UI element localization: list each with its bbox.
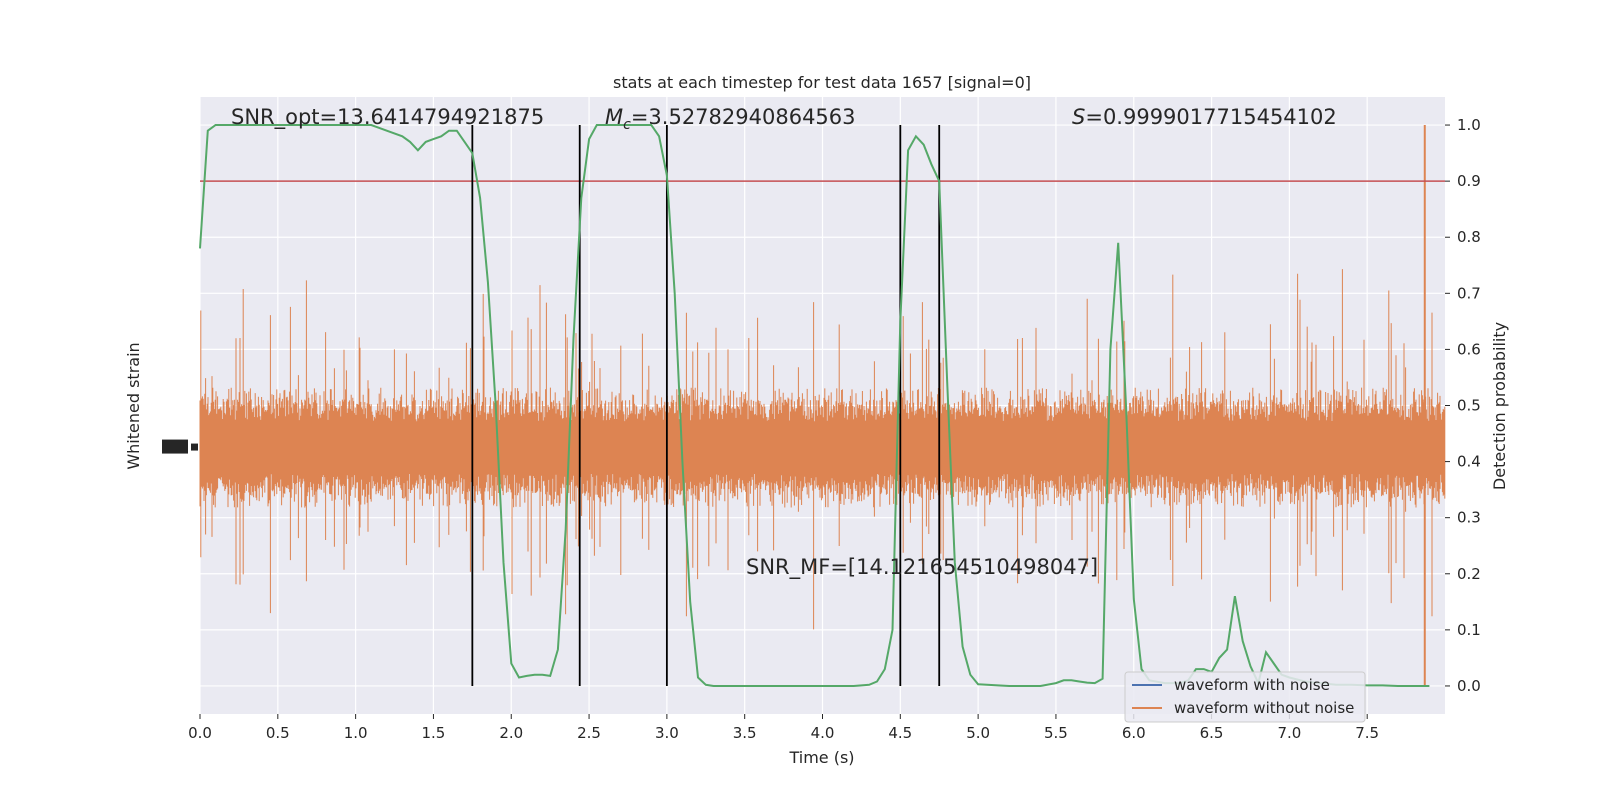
snr-mf-annotation: SNR_MF=[14.121654510498047]: [746, 555, 1098, 580]
chirp-mass-symbol: M: [605, 105, 623, 129]
s-symbol: S: [1072, 105, 1085, 129]
s-annotation: S=0.9999017715454102: [1072, 105, 1337, 129]
x-tick-label: 1.0: [344, 724, 368, 742]
legend-label-with-noise: waveform with noise: [1174, 676, 1330, 694]
x-tick-label: 4.0: [811, 724, 835, 742]
x-tick-label: 3.0: [655, 724, 679, 742]
y-tick-label: 0.5: [1457, 397, 1481, 415]
chirp-mass-subscript: c: [623, 117, 631, 133]
legend: waveform with noise waveform without noi…: [1124, 671, 1366, 723]
x-axis-ticks: 0.0 0.5 1.0 1.5 2.0 2.5 3.0 3.5 4.0 4.5 5.0 5.5 6.0 6…: [188, 714, 1379, 742]
legend-label-without-noise: waveform without noise: [1174, 699, 1354, 717]
x-tick-label: 1.5: [422, 724, 446, 742]
left-axis-tick-clutter: [162, 439, 198, 454]
x-tick-label: 4.5: [888, 724, 912, 742]
y-tick-label: 0.1: [1457, 621, 1481, 639]
waveform-without-noise-series: [199, 125, 1446, 686]
x-tick-label: 3.5: [733, 724, 757, 742]
x-tick-label: 7.0: [1277, 724, 1301, 742]
legend-box: [1124, 671, 1366, 723]
y-tick-label: 1.0: [1457, 116, 1481, 134]
x-tick-label: 6.0: [1122, 724, 1146, 742]
chirp-mass-value: =3.52782940864563: [631, 105, 856, 129]
y-tick-label: 0.3: [1457, 509, 1481, 527]
chirp-mass-annotation: Mc=3.52782940864563: [605, 105, 856, 133]
noise-band-path: [199, 269, 1446, 630]
x-axis-label: Time (s): [788, 748, 854, 767]
chart-title: stats at each timestep for test data 165…: [613, 73, 1031, 92]
x-tick-label: 6.5: [1200, 724, 1224, 742]
left-tick-blob: [162, 439, 188, 454]
y-tick-label: 0.2: [1457, 565, 1481, 583]
right-y-axis-ticks: 0.0 0.1 0.2 0.3 0.4 0.5 0.6 0.7 0.8 0.9 1.0: [1445, 116, 1481, 695]
x-tick-label: 2.0: [499, 724, 523, 742]
y-tick-label: 0.9: [1457, 172, 1481, 190]
s-value: =0.9999017715454102: [1085, 105, 1336, 129]
x-tick-label: 5.5: [1044, 724, 1068, 742]
x-tick-label: 7.5: [1355, 724, 1379, 742]
y-tick-label: 0.6: [1457, 340, 1481, 358]
right-y-axis-label: Detection probability: [1490, 322, 1509, 490]
y-tick-label: 0.4: [1457, 453, 1481, 471]
y-tick-label: 0.7: [1457, 284, 1481, 302]
x-tick-label: 0.5: [266, 724, 290, 742]
y-tick-label: 0.8: [1457, 228, 1481, 246]
x-tick-label: 5.0: [966, 724, 990, 742]
x-tick-label: 0.0: [188, 724, 212, 742]
snr-opt-annotation: SNR_opt=13.6414794921875: [231, 105, 544, 130]
left-y-axis-label: Whitened strain: [124, 342, 143, 469]
left-tick-mark: [191, 443, 198, 451]
x-tick-label: 2.5: [577, 724, 601, 742]
y-tick-label: 0.0: [1457, 677, 1481, 695]
